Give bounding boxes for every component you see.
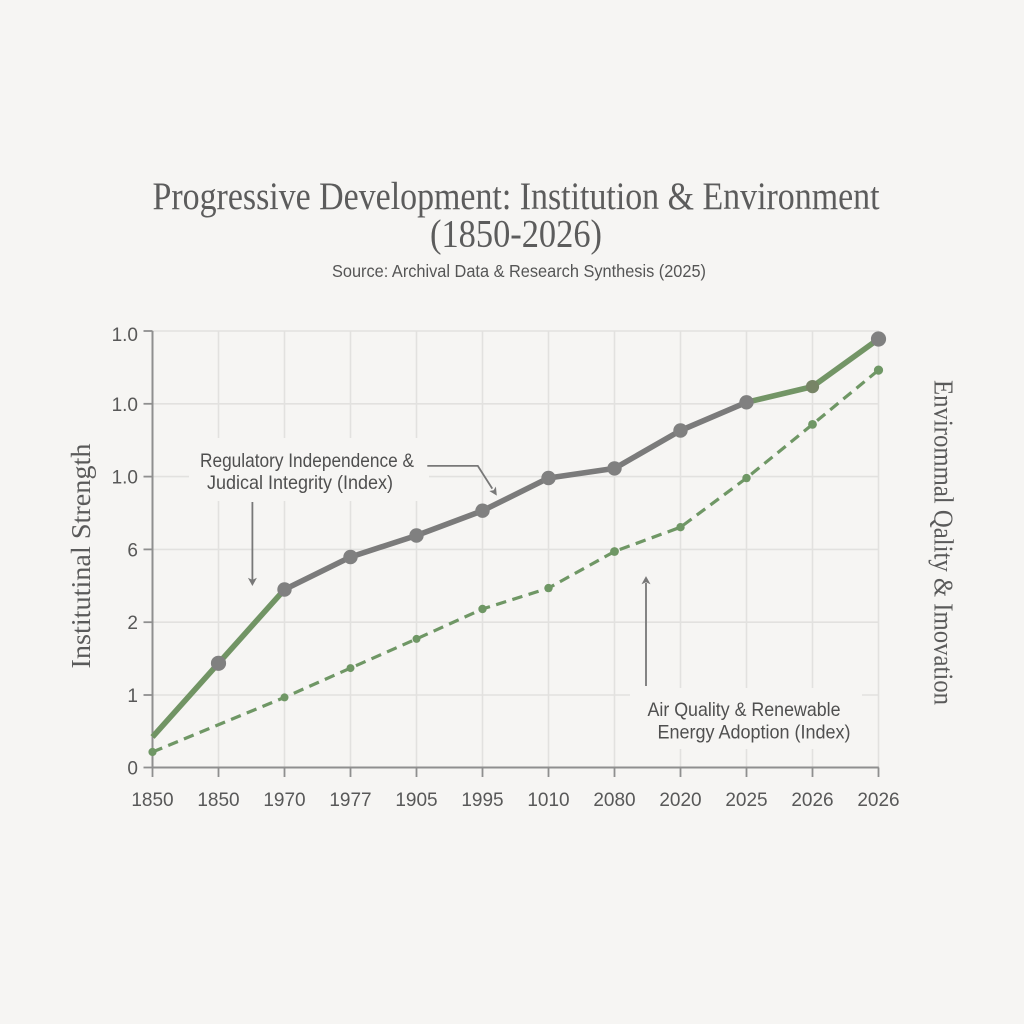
svg-text:Air Quality & Renewable: Air Quality & Renewable [648,699,841,721]
svg-text:1905: 1905 [395,790,437,811]
svg-text:2026: 2026 [857,790,899,811]
svg-text:2080: 2080 [593,790,635,811]
svg-text:1010: 1010 [527,790,569,811]
svg-text:0: 0 [127,759,138,780]
svg-text:(1850-2026): (1850-2026) [430,213,602,256]
svg-text:1.0: 1.0 [112,468,138,489]
svg-text:Judical Integrity (Index): Judical Integrity (Index) [207,472,393,494]
svg-text:Institutinal Strength: Institutinal Strength [66,443,96,669]
svg-text:Source: Archival Data & Resear: Source: Archival Data & Research Synthes… [332,261,706,281]
svg-text:1.0: 1.0 [112,325,138,346]
svg-text:Regulatory Independence &: Regulatory Independence & [200,450,414,472]
svg-text:2026: 2026 [791,790,833,811]
svg-text:2: 2 [127,613,138,634]
svg-text:1977: 1977 [329,790,371,811]
svg-text:2020: 2020 [659,790,701,811]
svg-text:1850: 1850 [131,790,173,811]
svg-text:2025: 2025 [725,790,767,811]
svg-text:1995: 1995 [461,790,503,811]
svg-text:Progressive Development: Insti: Progressive Development: Institution & E… [153,175,880,218]
svg-text:1: 1 [127,686,138,707]
svg-text:1970: 1970 [263,790,305,811]
svg-text:1.0: 1.0 [112,395,138,416]
svg-text:Energy Adoption (Index): Energy Adoption (Index) [658,722,851,744]
svg-text:1850: 1850 [197,790,239,811]
svg-text:Envirommal Qality & Imovation: Envirommal Qality & Imovation [929,380,959,705]
svg-text:6: 6 [127,540,138,561]
